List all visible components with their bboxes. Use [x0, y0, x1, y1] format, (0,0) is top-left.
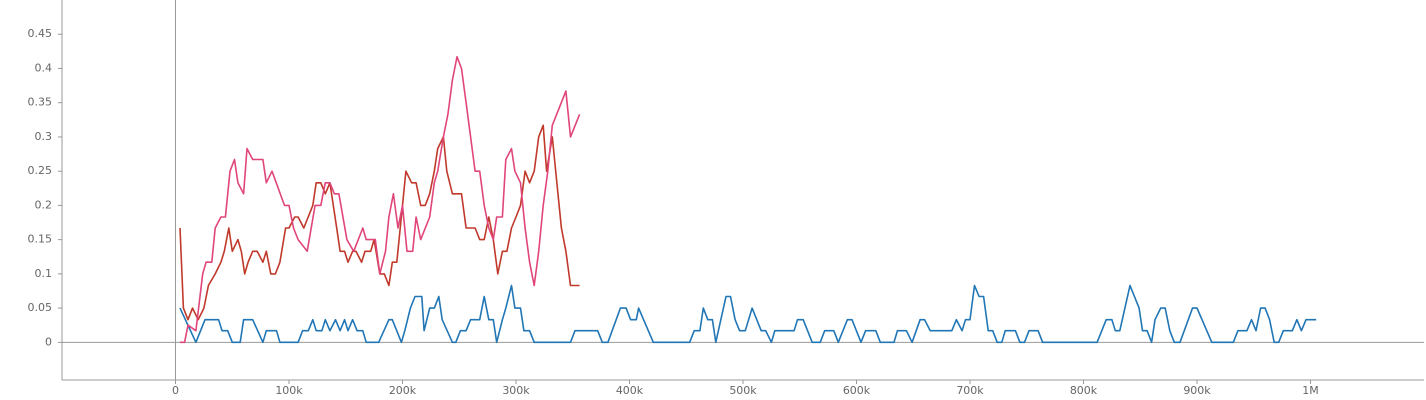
y-tick-label: 0.3 — [35, 130, 53, 143]
x-tick-label: 0 — [172, 384, 179, 397]
series-line — [179, 284, 1317, 344]
y-tick-label: 0 — [45, 335, 52, 348]
x-tick-label: 300k — [502, 384, 530, 397]
x-tick-label: 900k — [1183, 384, 1211, 397]
x-tick-label: 200k — [389, 384, 417, 397]
x-tick-label: 100k — [275, 384, 303, 397]
series-line — [180, 56, 581, 344]
y-tick-label: 0.15 — [28, 233, 53, 246]
y-tick-label: 0.05 — [28, 301, 53, 314]
y-tick-label: 0.4 — [35, 61, 53, 74]
y-tick-label: 0.1 — [35, 267, 53, 280]
x-tick-label: 1M — [1302, 384, 1319, 397]
y-tick-label: 0.25 — [28, 164, 53, 177]
y-tick-label: 0.2 — [35, 198, 53, 211]
x-tick-label: 700k — [956, 384, 984, 397]
series-line — [179, 124, 580, 321]
x-tick-label: 600k — [843, 384, 871, 397]
x-tick-label: 500k — [729, 384, 757, 397]
y-tick-label: 0.35 — [28, 96, 53, 109]
x-tick-label: 800k — [1070, 384, 1098, 397]
y-tick-label: 0.45 — [28, 27, 53, 40]
x-tick-label: 400k — [616, 384, 644, 397]
